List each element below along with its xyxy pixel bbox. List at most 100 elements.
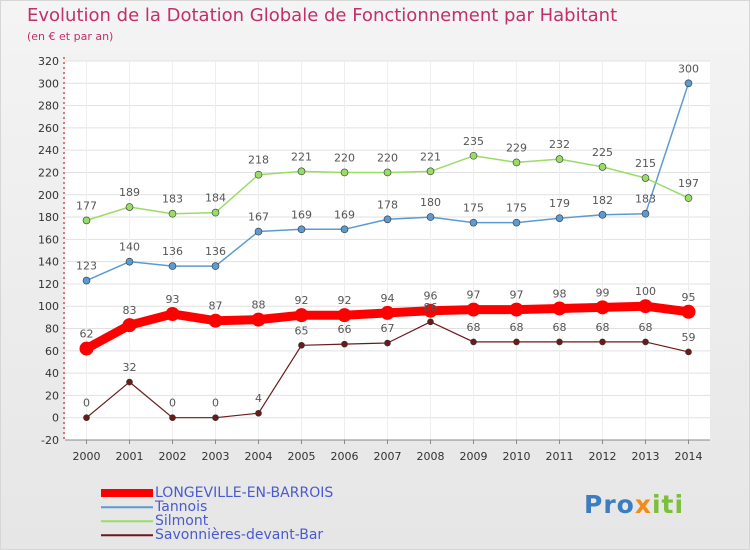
axes: -200204060801001201401601802002202402602… xyxy=(38,55,710,463)
series xyxy=(79,79,696,422)
x-tick-label: 2011 xyxy=(546,450,574,463)
x-tick-label: 2012 xyxy=(589,450,617,463)
data-label: 183 xyxy=(162,193,183,206)
data-point xyxy=(598,211,607,219)
data-point xyxy=(598,163,607,171)
data-label: 215 xyxy=(635,157,656,170)
legend-swatch xyxy=(101,506,153,508)
data-label: 182 xyxy=(592,194,613,207)
x-tick-label: 2008 xyxy=(417,450,445,463)
legend-label: Silmont xyxy=(155,513,209,529)
data-label: 98 xyxy=(553,287,567,300)
data-point xyxy=(340,168,349,177)
y-tick-label: 100 xyxy=(38,300,59,313)
legend-label: Savonnières-devant-Bar xyxy=(155,527,324,543)
data-label: 169 xyxy=(334,208,355,221)
data-label: 136 xyxy=(205,245,226,258)
x-tick-label: 2000 xyxy=(73,450,101,463)
chart-subtitle: (en € et par an) xyxy=(27,30,114,43)
data-point xyxy=(297,167,306,176)
data-point xyxy=(384,339,391,347)
data-label: 225 xyxy=(592,146,613,159)
y-tick-label: 320 xyxy=(38,55,59,68)
y-tick-label: 200 xyxy=(38,189,59,202)
data-label: 67 xyxy=(381,322,395,335)
data-point xyxy=(423,303,438,318)
x-tick-label: 2002 xyxy=(159,450,187,463)
data-point xyxy=(208,313,223,328)
data-label: 97 xyxy=(467,289,481,302)
proxiti-logo: Proxiti xyxy=(584,490,684,519)
data-point xyxy=(512,158,521,167)
data-point xyxy=(383,168,392,177)
data-point xyxy=(469,218,478,227)
data-label: 83 xyxy=(123,304,137,317)
data-label: 177 xyxy=(76,199,97,212)
y-tick-label: -20 xyxy=(41,434,59,447)
logo-part-1: Pro xyxy=(584,490,635,519)
x-tick-label: 2007 xyxy=(374,450,402,463)
data-point xyxy=(169,414,176,422)
y-tick-label: 60 xyxy=(45,345,59,358)
data-point xyxy=(337,308,352,323)
data-label: 178 xyxy=(377,198,398,211)
data-point xyxy=(552,301,567,316)
data-point xyxy=(211,208,220,217)
data-point xyxy=(297,225,306,234)
x-tick-label: 2006 xyxy=(331,450,359,463)
data-point xyxy=(294,308,309,323)
x-tick-label: 2014 xyxy=(675,450,703,463)
data-label: 189 xyxy=(119,186,140,199)
data-label: 97 xyxy=(510,289,524,302)
data-labels: 62 83 93 87 88 92 92 94 96 97 97 98 99 100 95 123 140 136… xyxy=(76,62,699,409)
data-point xyxy=(340,225,349,234)
data-label: 0 xyxy=(169,397,176,410)
data-label: 59 xyxy=(682,331,696,344)
data-label: 218 xyxy=(248,154,269,167)
data-label: 68 xyxy=(510,321,524,334)
data-label: 300 xyxy=(678,62,699,75)
data-label: 62 xyxy=(80,328,94,341)
data-label: 167 xyxy=(248,211,269,224)
x-tick-label: 2009 xyxy=(460,450,488,463)
y-tick-label: 80 xyxy=(45,323,59,336)
data-point xyxy=(469,151,478,160)
data-label: 180 xyxy=(420,196,441,209)
data-point xyxy=(685,348,692,356)
y-tick-label: 240 xyxy=(38,144,59,157)
data-label: 0 xyxy=(212,397,219,410)
data-label: 68 xyxy=(467,321,481,334)
data-point xyxy=(426,213,435,221)
data-point xyxy=(126,378,133,386)
grid xyxy=(65,60,710,441)
data-point xyxy=(427,318,434,326)
legend-label: Tannois xyxy=(155,499,208,515)
y-tick-label: 280 xyxy=(38,100,59,113)
data-point xyxy=(426,167,435,176)
x-tick-label: 2010 xyxy=(503,450,531,463)
data-label: 183 xyxy=(635,193,656,206)
data-point xyxy=(168,209,177,218)
y-tick-label: 160 xyxy=(38,233,59,246)
legend-swatch xyxy=(101,520,153,522)
data-label: 221 xyxy=(420,150,441,163)
data-label: 94 xyxy=(381,292,395,305)
y-tick-label: 20 xyxy=(45,389,59,402)
logo-part-2: x xyxy=(634,490,652,519)
data-label: 65 xyxy=(295,324,309,337)
data-label: 68 xyxy=(639,321,653,334)
data-label: 184 xyxy=(205,192,226,205)
data-point xyxy=(641,209,650,218)
data-point xyxy=(254,227,263,236)
data-label: 92 xyxy=(295,294,309,307)
data-label: 220 xyxy=(377,151,398,164)
data-point xyxy=(125,257,134,266)
y-tick-label: 220 xyxy=(38,166,59,179)
data-point xyxy=(380,305,395,320)
data-label: 179 xyxy=(549,197,570,210)
legend-swatch xyxy=(101,489,153,497)
x-tick-label: 2013 xyxy=(632,450,660,463)
data-label: 32 xyxy=(123,361,137,374)
y-tick-label: 0 xyxy=(52,412,59,425)
